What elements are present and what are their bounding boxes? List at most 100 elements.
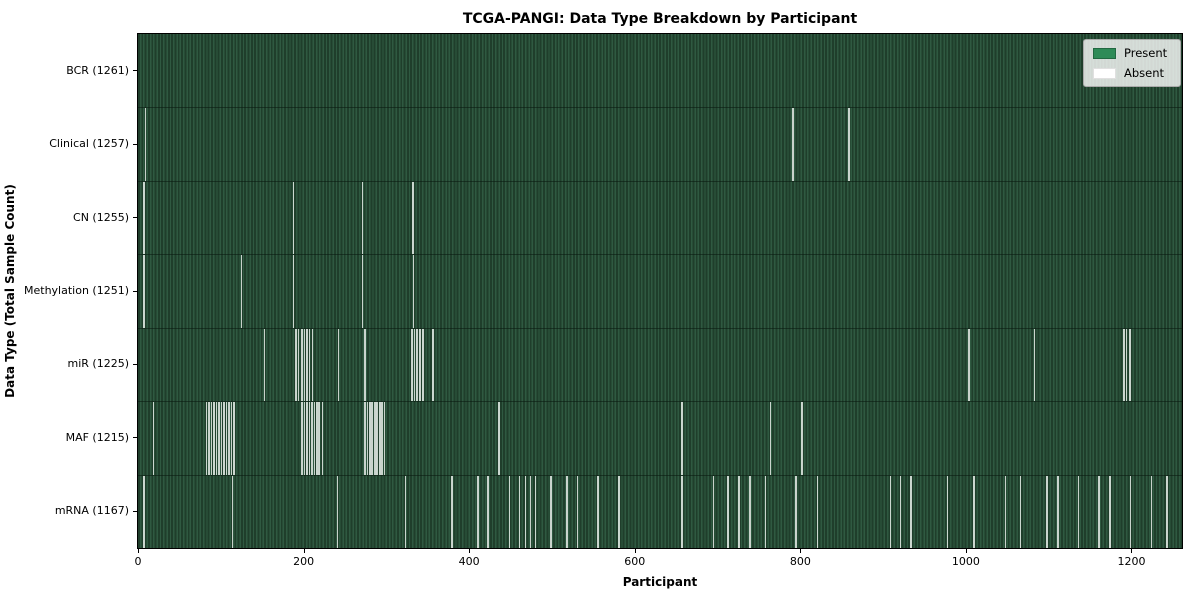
absent-line [792, 108, 794, 181]
x-tick-mark [965, 549, 967, 553]
absent-line [373, 402, 376, 475]
row-mrna [138, 474, 1182, 548]
absent-line [303, 402, 306, 475]
absent-line [220, 402, 223, 475]
x-tick-mark [303, 549, 305, 553]
absent-line [308, 328, 311, 402]
absent-line [529, 475, 532, 548]
absent-line [727, 475, 730, 548]
y-tick-label: miR (1225) [67, 357, 130, 371]
absent-line [1166, 475, 1168, 548]
absent-line [764, 475, 767, 548]
absent-line [263, 328, 266, 402]
absent-line [311, 328, 314, 402]
x-tick-label: 1200 [1117, 555, 1146, 568]
absent-line [413, 328, 416, 402]
absent-line [518, 475, 521, 548]
y-tick-mark [133, 437, 137, 439]
absent-line [225, 402, 228, 475]
x-tick-mark [800, 549, 802, 553]
x-tick-label: 400 [458, 555, 480, 568]
absent-line [597, 475, 600, 548]
absent-line [1129, 475, 1132, 548]
absent-line [378, 402, 381, 475]
absent-line [142, 181, 145, 255]
row-cn [138, 180, 1182, 255]
absent-line [240, 255, 243, 328]
x-tick-label: 200 [293, 555, 315, 568]
y-tick-mark [133, 290, 137, 292]
legend-entry-present: Present [1093, 46, 1171, 60]
absent-line [419, 328, 422, 402]
absent-line [152, 402, 155, 475]
absent-line [311, 402, 313, 475]
legend-label-present: Present [1124, 46, 1168, 60]
y-tick-mark [133, 143, 137, 145]
absent-line [381, 402, 383, 475]
y-tick-label: CN (1255) [73, 210, 129, 224]
absent-line [487, 475, 489, 548]
absent-line [306, 328, 308, 402]
chart-title: TCGA-PANGI: Data Type Breakdown by Parti… [462, 11, 858, 27]
legend-entry-absent: Absent [1093, 66, 1171, 80]
absent-line [1004, 475, 1007, 548]
x-tick-label: 800 [789, 555, 811, 568]
absent-line [313, 402, 316, 475]
x-tick-mark [1131, 549, 1133, 553]
absent-line [223, 402, 225, 475]
y-tick-mark [133, 363, 137, 365]
absent-line [889, 475, 892, 548]
absent-line [1109, 475, 1111, 548]
absent-line [301, 402, 303, 475]
absent-swatch-icon [1093, 67, 1116, 79]
absent-line [801, 402, 803, 475]
legend: Present Absent [1083, 39, 1181, 87]
absent-line [618, 475, 620, 548]
absent-line [308, 402, 311, 475]
y-tick-mark [133, 70, 137, 72]
absent-line [416, 328, 418, 402]
absent-line [228, 402, 230, 475]
x-tick-mark [469, 549, 471, 553]
absent-line [550, 475, 552, 548]
absent-line [1123, 328, 1125, 402]
absent-line [1033, 328, 1036, 402]
absent-line [498, 402, 500, 475]
absent-line [376, 402, 379, 475]
absent-line [144, 108, 147, 181]
absent-line [361, 181, 364, 255]
absent-line [1098, 475, 1100, 548]
absent-line [301, 328, 303, 402]
x-tick-mark [634, 549, 636, 553]
absent-line [412, 255, 415, 328]
y-tick-label: Clinical (1257) [49, 137, 129, 151]
y-tick-label: MAF (1215) [65, 430, 129, 444]
y-tick-mark [133, 217, 137, 219]
absent-line [508, 475, 511, 548]
absent-line [848, 108, 850, 181]
x-tick-mark [138, 549, 139, 553]
absent-line [749, 475, 751, 548]
absent-line [1129, 328, 1131, 402]
absent-line [142, 255, 145, 328]
plot-area [137, 33, 1183, 549]
y-tick-label: mRNA (1167) [54, 504, 129, 518]
absent-line [218, 402, 220, 475]
legend-label-absent: Absent [1124, 66, 1165, 80]
absent-line [576, 475, 579, 548]
x-tick-label: 600 [624, 555, 646, 568]
absent-line [383, 402, 386, 475]
absent-line [946, 475, 949, 548]
present-swatch-icon [1093, 47, 1116, 59]
absent-line [566, 475, 568, 548]
absent-line [231, 475, 234, 548]
absent-line [524, 475, 527, 548]
absent-line [450, 475, 453, 548]
absent-line [738, 475, 740, 548]
y-tick-label: BCR (1261) [66, 63, 129, 77]
absent-line [404, 475, 407, 548]
absent-line [712, 475, 715, 548]
absent-line [769, 402, 772, 475]
absent-line [233, 402, 235, 475]
absent-line [292, 255, 295, 328]
